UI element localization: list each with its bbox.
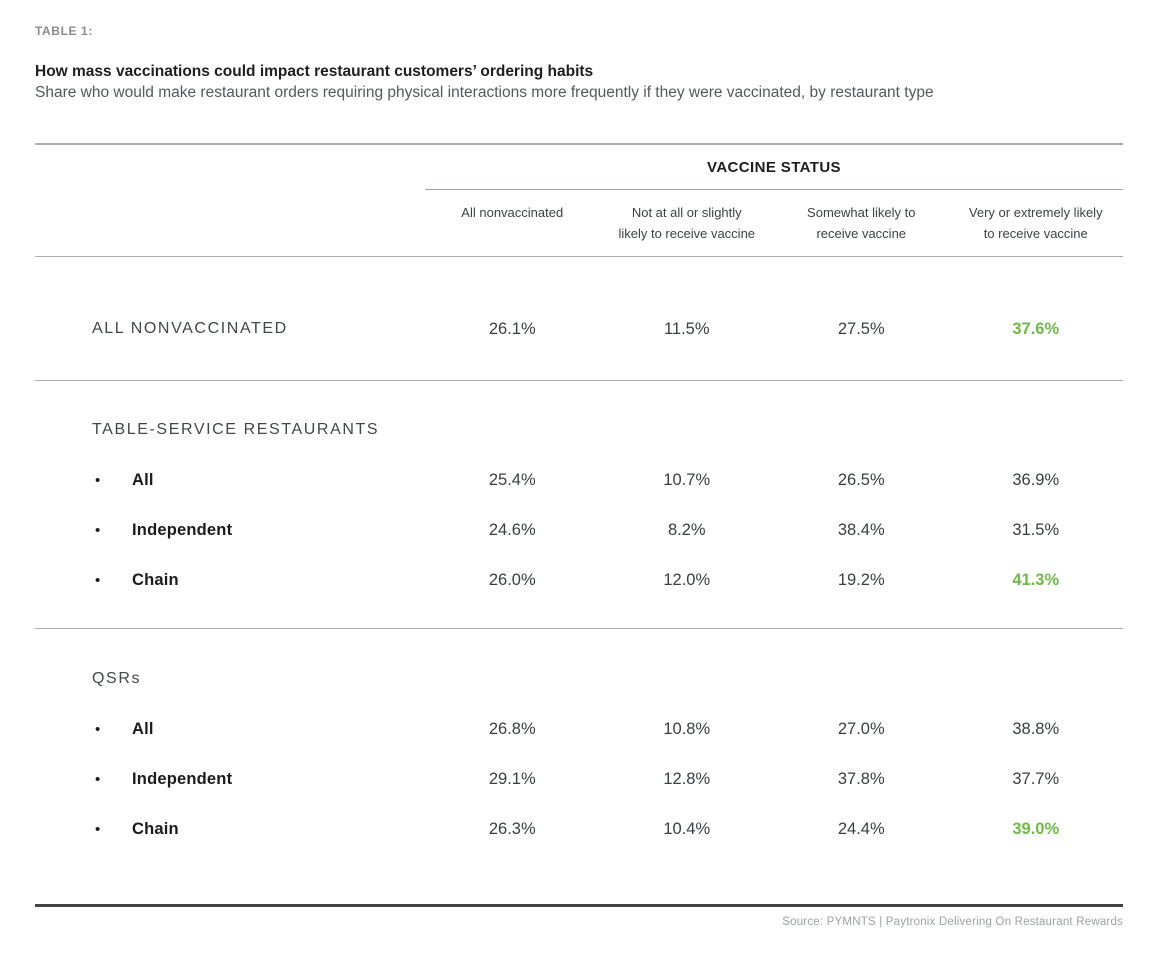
section-heading: QSRs	[35, 654, 1123, 704]
section-heading: TABLE-SERVICE RESTAURANTS	[35, 405, 1123, 455]
value-cell: 8.2%	[667, 520, 706, 539]
column-header-not-at-all-or-slightly: Not at all or slightly likely to receive…	[618, 205, 756, 241]
table-row: ALL NONVACCINATED 26.1% 11.5% 27.5% 37.6%	[35, 304, 1123, 354]
row-label-cell: • All	[35, 471, 425, 490]
table-section: QSRs • All 26.8% 10.8% 27.0% 38.8% • Independent…	[35, 629, 1123, 904]
footer-divider	[35, 904, 1123, 907]
column-headers-row: All nonvaccinated Not at all or slightly…	[35, 190, 1123, 256]
value-cell: 39.0%	[1012, 819, 1060, 838]
value-cell: 10.4%	[663, 819, 711, 838]
value-cell: 29.1%	[488, 769, 536, 788]
table-number-label: TABLE 1:	[35, 24, 93, 38]
row-label-cell: • All	[35, 720, 425, 739]
value-cell: 12.0%	[663, 570, 711, 589]
figure-subtitle: Share who would make restaurant orders r…	[35, 84, 934, 101]
value-cell: 25.4%	[488, 470, 536, 489]
value-cell: 37.6%	[1012, 319, 1060, 338]
table-row: • All 25.4% 10.7% 26.5% 36.9%	[35, 455, 1123, 505]
row-label: Independent	[132, 769, 233, 788]
bullet-icon: •	[95, 720, 101, 738]
value-cell: 11.5%	[663, 319, 710, 338]
row-label: ALL NONVACCINATED	[92, 320, 288, 337]
section-heading-label: QSRs	[92, 670, 142, 687]
value-cell: 26.0%	[488, 570, 536, 589]
value-cell: 26.1%	[488, 319, 536, 338]
column-header-all-nonvaccinated: All nonvaccinated	[461, 205, 564, 220]
table-section: TABLE-SERVICE RESTAURANTS • All 25.4% 10.7% 2…	[35, 381, 1123, 629]
value-cell: 19.2%	[837, 570, 885, 589]
value-cell: 26.5%	[837, 470, 885, 489]
column-header-very-or-extremely-likely: Very or extremely likely to receive vacc…	[968, 205, 1103, 241]
table-header: VACCINE STATUS All nonvaccinated Not at …	[35, 143, 1123, 257]
row-label-cell: • Independent	[35, 521, 425, 540]
value-cell: 38.8%	[1012, 719, 1060, 738]
table-row: • Chain 26.0% 12.0% 19.2% 41.3%	[35, 555, 1123, 605]
section-heading-label: TABLE-SERVICE RESTAURANTS	[92, 421, 380, 438]
figure-title: How mass vaccinations could impact resta…	[35, 63, 594, 80]
value-cell: 26.8%	[488, 719, 536, 738]
source-credit: Source: PYMNTS | Paytronix Delivering On…	[782, 916, 1123, 928]
bullet-icon: •	[95, 471, 101, 489]
value-cell: 24.6%	[488, 520, 536, 539]
column-header-somewhat-likely: Somewhat likely to receive vaccine	[807, 205, 916, 241]
value-cell: 12.8%	[663, 769, 711, 788]
value-cell: 41.3%	[1012, 570, 1060, 589]
bullet-icon: •	[95, 820, 101, 838]
bullet-icon: •	[95, 770, 101, 788]
value-cell: 10.7%	[663, 470, 711, 489]
value-cell: 26.3%	[488, 819, 536, 838]
row-label-cell: • Chain	[35, 571, 425, 590]
bullet-icon: •	[95, 521, 101, 539]
value-cell: 38.4%	[837, 520, 885, 539]
row-label: Chain	[132, 819, 179, 838]
row-label-cell: ALL NONVACCINATED	[35, 320, 425, 338]
row-label: Independent	[132, 520, 233, 539]
value-cell: 10.8%	[663, 719, 711, 738]
value-cell: 36.9%	[1012, 470, 1060, 489]
value-cell: 27.5%	[837, 319, 885, 338]
row-label: All	[132, 470, 154, 489]
label-column-spacer	[35, 145, 425, 190]
row-label: All	[132, 719, 154, 738]
table-row: • Independent 24.6% 8.2% 38.4% 31.5%	[35, 505, 1123, 555]
value-cell: 27.0%	[837, 719, 885, 738]
row-label-cell: • Independent	[35, 770, 425, 789]
value-cell: 37.8%	[837, 769, 885, 788]
column-group-row: VACCINE STATUS	[35, 145, 1123, 190]
row-label-cell: • Chain	[35, 820, 425, 839]
value-cell: 37.7%	[1012, 769, 1060, 788]
table-row: • Chain 26.3% 10.4% 24.4% 39.0%	[35, 804, 1123, 854]
value-cell: 31.5%	[1012, 520, 1060, 539]
table-row: • All 26.8% 10.8% 27.0% 38.8%	[35, 704, 1123, 754]
table-body: ALL NONVACCINATED 26.1% 11.5% 27.5% 37.6% TAB…	[35, 257, 1123, 904]
table-row: • Independent 29.1% 12.8% 37.8% 37.7%	[35, 754, 1123, 804]
value-cell: 24.4%	[837, 819, 885, 838]
table-section: ALL NONVACCINATED 26.1% 11.5% 27.5% 37.6%	[35, 257, 1123, 381]
bullet-icon: •	[95, 571, 101, 589]
column-group-span: VACCINE STATUS	[425, 145, 1123, 190]
column-group-header: VACCINE STATUS	[707, 158, 841, 176]
row-label: Chain	[132, 570, 179, 589]
